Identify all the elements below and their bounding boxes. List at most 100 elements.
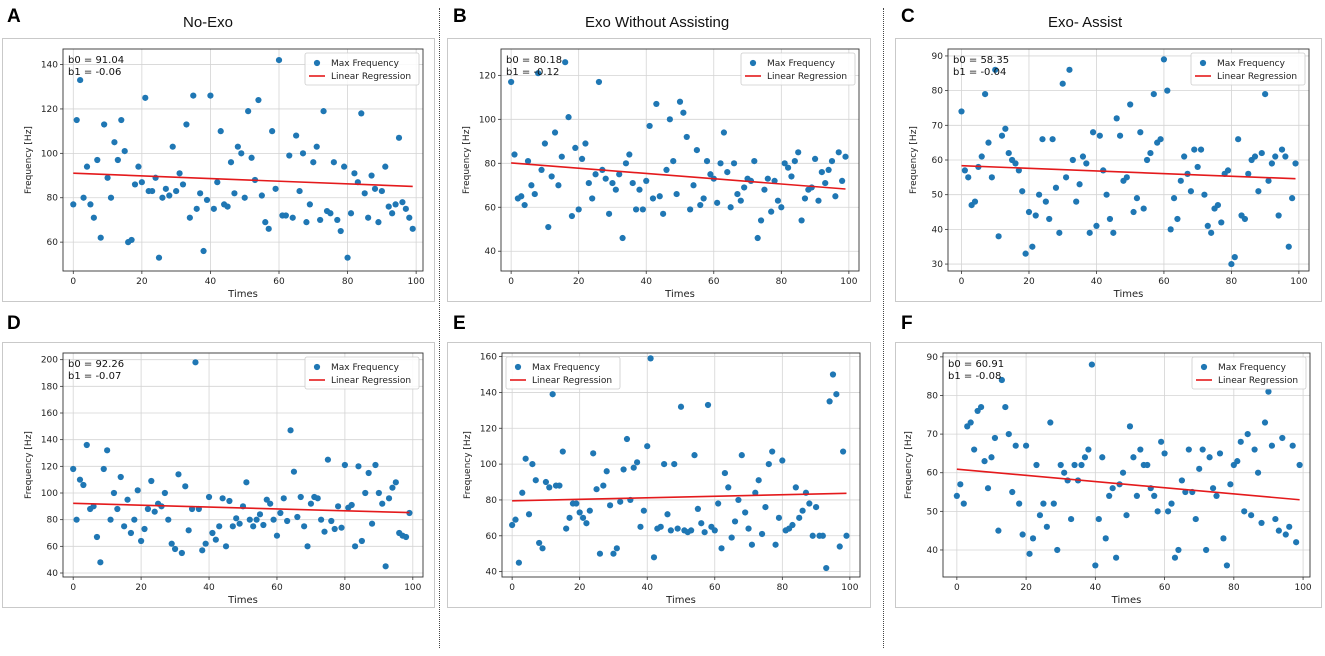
- data-point: [1103, 191, 1110, 198]
- data-point: [1293, 539, 1300, 546]
- data-point: [823, 564, 830, 572]
- data-point: [217, 128, 224, 135]
- y-tick-label: 60: [485, 203, 497, 213]
- data-point: [596, 550, 604, 557]
- data-point: [1174, 215, 1181, 223]
- regression-line: [961, 164, 1296, 180]
- data-point: [661, 461, 668, 468]
- x-tick-label: 60: [708, 277, 720, 287]
- data-point: [697, 201, 704, 209]
- data-point: [402, 533, 410, 541]
- data-point: [186, 214, 193, 221]
- data-point: [209, 529, 216, 537]
- legend-marker-max-frequency: [749, 59, 757, 67]
- data-point: [761, 186, 768, 193]
- data-point: [190, 92, 197, 99]
- legend-box: [304, 52, 420, 86]
- annotation-b0: b0 = 92.26: [68, 359, 124, 370]
- data-point: [1116, 132, 1124, 139]
- data-point: [644, 443, 651, 450]
- data-point: [1032, 212, 1039, 219]
- data-point: [1251, 446, 1258, 453]
- data-point: [982, 90, 989, 98]
- data-point: [755, 477, 762, 484]
- data-point: [833, 391, 840, 398]
- data-point: [248, 154, 255, 161]
- data-point: [1199, 446, 1206, 453]
- legend-box: [505, 356, 621, 390]
- x-tick-label: 100: [1290, 277, 1307, 287]
- data-point: [698, 520, 705, 527]
- data-point: [1068, 515, 1075, 523]
- data-point: [93, 533, 101, 541]
- data-point: [1095, 515, 1102, 523]
- data-point: [100, 465, 107, 473]
- x-tick-label: 40: [205, 277, 217, 287]
- data-point: [1150, 90, 1157, 98]
- y-tick-label: 60: [927, 469, 939, 479]
- data-point: [769, 448, 776, 455]
- data-point: [1059, 80, 1066, 87]
- chart-svg-c: 0 20 40 60 80 100 30 40 50 60 70 80 90 Times Frequency…: [909, 48, 1310, 300]
- data-point: [290, 468, 298, 475]
- data-point: [127, 529, 135, 537]
- data-point: [600, 482, 607, 489]
- data-point: [656, 193, 663, 200]
- data-point: [518, 193, 525, 200]
- data-point: [1081, 454, 1089, 461]
- data-point: [556, 482, 563, 489]
- x-tick-label: 0: [508, 277, 514, 287]
- data-point: [1275, 527, 1282, 534]
- data-point: [1130, 454, 1137, 461]
- data-point: [148, 477, 155, 485]
- data-point: [1272, 153, 1279, 160]
- data-point: [745, 525, 752, 532]
- data-point: [341, 461, 348, 469]
- data-point: [1089, 129, 1097, 136]
- data-point: [70, 465, 77, 473]
- data-point: [720, 129, 728, 136]
- data-point: [1194, 163, 1201, 171]
- legend-box: [740, 52, 856, 86]
- data-point: [613, 545, 620, 552]
- data-point: [1289, 442, 1296, 449]
- data-point: [843, 532, 850, 539]
- data-point: [1245, 170, 1252, 177]
- data-point: [1170, 195, 1178, 202]
- data-point: [1181, 153, 1188, 160]
- x-tick-label: 80: [1226, 277, 1238, 287]
- data-point: [1092, 562, 1099, 569]
- data-point: [70, 201, 77, 208]
- data-point: [294, 513, 301, 521]
- y-tick-label: 140: [41, 61, 58, 71]
- data-point: [212, 536, 219, 543]
- chart-panel-c: 0 20 40 60 80 100 30 40 50 60 70 80 90 Times Frequency…: [895, 38, 1322, 302]
- data-point: [691, 452, 698, 459]
- legend-marker-max-frequency: [514, 363, 522, 371]
- data-point: [121, 523, 128, 530]
- data-point: [595, 78, 603, 86]
- data-point: [1029, 243, 1036, 250]
- data-point: [351, 543, 359, 550]
- legend-marker-max-frequency: [313, 59, 321, 67]
- data-point: [522, 455, 529, 462]
- y-axis-label: Frequency [Hz]: [24, 431, 34, 499]
- data-point: [538, 166, 545, 173]
- data-point: [73, 116, 80, 124]
- data-point: [737, 197, 744, 204]
- data-point: [1151, 492, 1158, 499]
- data-point: [1019, 531, 1026, 538]
- data-point: [183, 121, 190, 128]
- data-point: [275, 57, 283, 64]
- data-point: [653, 100, 660, 108]
- data-point: [1062, 174, 1070, 181]
- data-point: [365, 214, 372, 221]
- y-tick-label: 180: [41, 382, 58, 392]
- data-point: [1278, 146, 1286, 153]
- data-point: [287, 427, 294, 434]
- data-point: [694, 505, 701, 513]
- data-point: [141, 525, 148, 533]
- chart-svg-d: 0 20 40 60 80 100 40 60 80 100 120 140 160 180 200 Time…: [24, 352, 424, 606]
- data-point: [1078, 461, 1085, 469]
- data-point: [236, 520, 243, 527]
